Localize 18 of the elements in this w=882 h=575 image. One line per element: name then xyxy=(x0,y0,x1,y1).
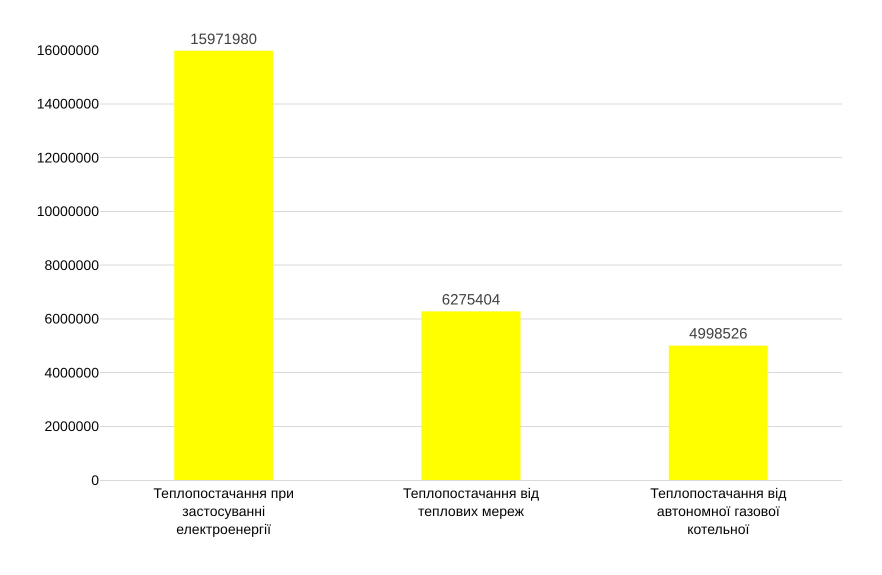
data-label: 6275404 xyxy=(442,291,500,308)
y-tick-label: 10000000 xyxy=(36,203,100,220)
y-tick-label: 2000000 xyxy=(44,418,100,434)
bar xyxy=(174,50,274,480)
y-tick-label: 4000000 xyxy=(44,364,100,380)
data-label: 15971980 xyxy=(190,30,258,48)
data-label: 4998526 xyxy=(689,326,748,343)
x-tick-label: Теплопостачання при застосуванні електроенергії xyxy=(153,484,294,538)
y-tick-label: 14000000 xyxy=(36,96,100,112)
bar xyxy=(668,346,768,480)
y-tick-label: 8000000 xyxy=(44,256,100,273)
y-tick-label: 0 xyxy=(91,472,100,488)
x-tick-label: Теплопостачання від автономної газової котельної xyxy=(650,484,786,538)
y-tick-label: 6000000 xyxy=(44,310,100,327)
bar xyxy=(422,311,520,480)
y-tick-label: 12000000 xyxy=(36,149,100,166)
x-tick-label: Теплопостачання від теплових мереж xyxy=(402,484,540,519)
y-tick-label: 16000000 xyxy=(36,42,100,58)
